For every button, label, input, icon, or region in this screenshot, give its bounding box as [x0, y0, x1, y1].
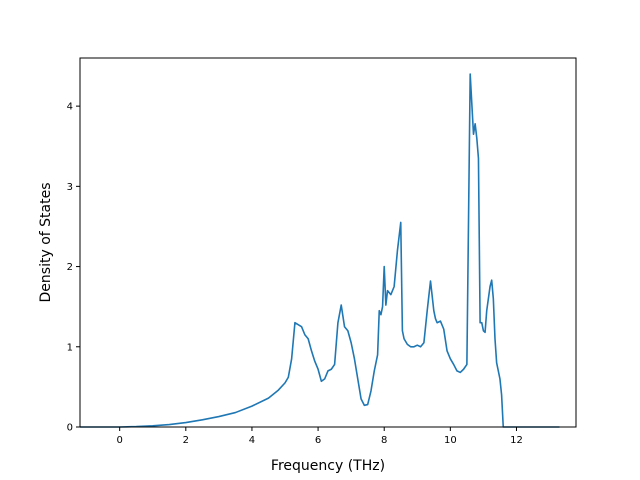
x-axis-ticks: 0 2 4 6 8 10 12: [116, 427, 523, 446]
y-axis-label: Density of States: [38, 183, 54, 303]
axes-frame: [79, 57, 577, 428]
x-tick-label: 0: [116, 435, 122, 446]
x-tick-label: 12: [510, 435, 523, 446]
x-tick-label: 4: [249, 435, 255, 446]
x-tick-label: 8: [381, 435, 387, 446]
x-axis-label: Frequency (THz): [271, 458, 385, 474]
y-tick-label: 2: [67, 262, 73, 273]
y-tick-label: 0: [67, 423, 73, 434]
x-tick-label: 10: [444, 435, 457, 446]
x-tick-label: 2: [183, 435, 189, 446]
y-tick-label: 3: [67, 182, 73, 193]
y-tick-label: 4: [67, 102, 73, 113]
plot-area: [80, 73, 560, 428]
y-tick-label: 1: [67, 342, 73, 353]
x-tick-label: 6: [315, 435, 321, 446]
y-axis-ticks: 0 1 2 3 4: [67, 102, 80, 434]
dos-series-line: [80, 73, 560, 428]
